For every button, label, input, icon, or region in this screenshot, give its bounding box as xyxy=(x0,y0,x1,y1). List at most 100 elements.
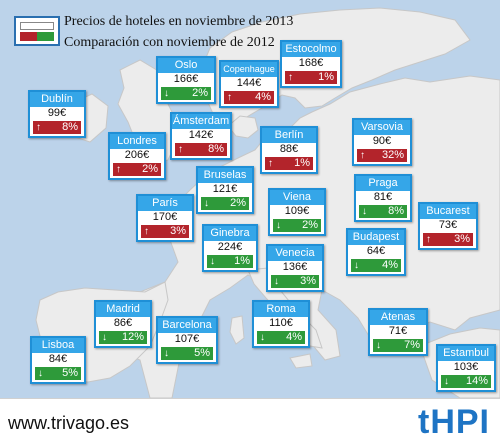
city-card-estambul: Estambul 103€ ↓ 14% xyxy=(436,344,496,392)
city-price: 109€ xyxy=(284,205,310,217)
city-change: ↓ 2% xyxy=(201,197,249,210)
city-card-ginebra: Ginebra 224€ ↓ 1% xyxy=(202,224,258,272)
city-card-berlin: Berlín 88€ ↑ 1% xyxy=(260,126,318,174)
city-name: Dublín xyxy=(30,92,84,107)
city-name: Bucarest xyxy=(420,204,476,219)
city-card-bruselas: Bruselas 121€ ↓ 2% xyxy=(196,166,254,214)
city-card-viena: Viena 109€ ↓ 2% xyxy=(268,188,326,236)
city-card-barcelona: Barcelona 107€ ↓ 5% xyxy=(156,316,218,364)
arrow-down-icon: ↓ xyxy=(274,276,279,287)
site-link[interactable]: www.trivago.es xyxy=(8,413,130,433)
city-change: ↓ 12% xyxy=(99,331,147,344)
city-change-pct: 5% xyxy=(194,347,210,359)
city-price: 168€ xyxy=(298,57,324,69)
city-change-pct: 3% xyxy=(454,233,470,245)
city-change: ↓ 4% xyxy=(257,331,305,344)
city-card-atenas: Atenas 71€ ↓ 7% xyxy=(368,308,428,356)
arrow-down-icon: ↓ xyxy=(102,332,107,343)
city-card-amsterdam: Ámsterdam 142€ ↑ 8% xyxy=(170,112,232,160)
legend-price-swatch xyxy=(20,22,54,30)
city-price: 73€ xyxy=(438,219,458,231)
arrow-down-icon: ↓ xyxy=(260,332,265,343)
city-change: ↓ 4% xyxy=(351,259,401,272)
arrow-down-icon: ↓ xyxy=(204,198,209,209)
city-change: ↑ 8% xyxy=(175,143,227,156)
city-name: Budapest xyxy=(348,230,404,245)
arrow-up-icon: ↑ xyxy=(227,92,232,103)
arrow-down-icon: ↓ xyxy=(164,348,169,359)
city-change-pct: 14% xyxy=(465,375,488,387)
city-card-madrid: Madrid 86€ ↓ 12% xyxy=(94,300,152,348)
city-price: 121€ xyxy=(212,183,238,195)
city-card-budapest: Budapest 64€ ↓ 4% xyxy=(346,228,406,276)
city-card-venecia: Venecia 136€ ↓ 3% xyxy=(266,244,324,292)
city-change: ↑ 4% xyxy=(224,91,274,104)
city-price: 71€ xyxy=(388,325,408,337)
city-name: Lisboa xyxy=(32,338,84,353)
city-name: Madrid xyxy=(96,302,150,317)
city-change-pct: 3% xyxy=(300,275,316,287)
city-change-pct: 8% xyxy=(62,121,78,133)
city-name: Bruselas xyxy=(198,168,252,183)
city-name: Viena xyxy=(270,190,324,205)
city-change: ↓ 14% xyxy=(441,375,491,388)
city-name: Venecia xyxy=(268,246,322,261)
land-denmark xyxy=(227,115,259,139)
city-name: Londres xyxy=(110,134,164,149)
city-price: 136€ xyxy=(282,261,308,273)
arrow-down-icon: ↓ xyxy=(38,368,43,379)
city-change-pct: 2% xyxy=(142,163,158,175)
city-change-pct: 1% xyxy=(234,255,250,267)
city-change: ↑ 1% xyxy=(265,157,313,170)
arrow-up-icon: ↑ xyxy=(144,226,149,237)
legend-line-comparison: Comparación con noviembre de 2012 xyxy=(64,35,275,50)
legend-swatch xyxy=(14,16,60,46)
city-change: ↓ 8% xyxy=(359,205,407,218)
arrow-down-icon: ↓ xyxy=(444,376,449,387)
arrow-up-icon: ↑ xyxy=(268,158,273,169)
arrow-down-icon: ↓ xyxy=(276,220,281,231)
brand-logo: tHPI xyxy=(418,403,490,441)
city-price: 206€ xyxy=(124,149,150,161)
legend: Precios de hoteles en noviembre de 2013 … xyxy=(14,12,314,56)
city-change: ↓ 5% xyxy=(35,367,81,380)
arrow-up-icon: ↑ xyxy=(360,150,365,161)
arrow-up-icon: ↑ xyxy=(116,164,121,175)
city-name: Ginebra xyxy=(204,226,256,241)
city-change-pct: 8% xyxy=(388,205,404,217)
city-name: Copenhague xyxy=(221,62,277,77)
footer: www.trivago.es tHPI xyxy=(0,398,500,448)
city-price: 90€ xyxy=(372,135,392,147)
city-price: 99€ xyxy=(47,107,67,119)
city-card-bucarest: Bucarest 73€ ↑ 3% xyxy=(418,202,478,250)
city-change-pct: 8% xyxy=(208,143,224,155)
arrow-up-icon: ↑ xyxy=(426,234,431,245)
city-name: París xyxy=(138,196,192,211)
city-card-londres: Londres 206€ ↑ 2% xyxy=(108,132,166,180)
city-price: 88€ xyxy=(279,143,299,155)
city-name: Oslo xyxy=(158,58,214,73)
legend-down-swatch xyxy=(37,32,54,41)
city-change-pct: 2% xyxy=(302,219,318,231)
city-price: 81€ xyxy=(373,191,393,203)
city-name: Estocolmo xyxy=(282,42,340,57)
city-name: Ámsterdam xyxy=(172,114,230,129)
city-change: ↓ 7% xyxy=(373,339,423,352)
city-change: ↓ 1% xyxy=(207,255,253,268)
land-sicily xyxy=(289,353,313,369)
city-change: ↓ 3% xyxy=(271,275,319,288)
city-change: ↑ 1% xyxy=(285,71,337,84)
city-card-praga: Praga 81€ ↓ 8% xyxy=(354,174,412,222)
city-change: ↑ 8% xyxy=(33,121,81,134)
city-card-dublin: Dublín 99€ ↑ 8% xyxy=(28,90,86,138)
city-change-pct: 32% xyxy=(381,149,404,161)
city-card-varsovia: Varsovia 90€ ↑ 32% xyxy=(352,118,412,166)
city-change: ↑ 3% xyxy=(423,233,473,246)
city-price: 64€ xyxy=(366,245,386,257)
city-card-lisboa: Lisboa 84€ ↓ 5% xyxy=(30,336,86,384)
city-change-pct: 4% xyxy=(286,331,302,343)
city-name: Barcelona xyxy=(158,318,216,333)
city-price: 103€ xyxy=(453,361,479,373)
city-card-oslo: Oslo 166€ ↓ 2% xyxy=(156,56,216,104)
city-change-pct: 4% xyxy=(382,259,398,271)
